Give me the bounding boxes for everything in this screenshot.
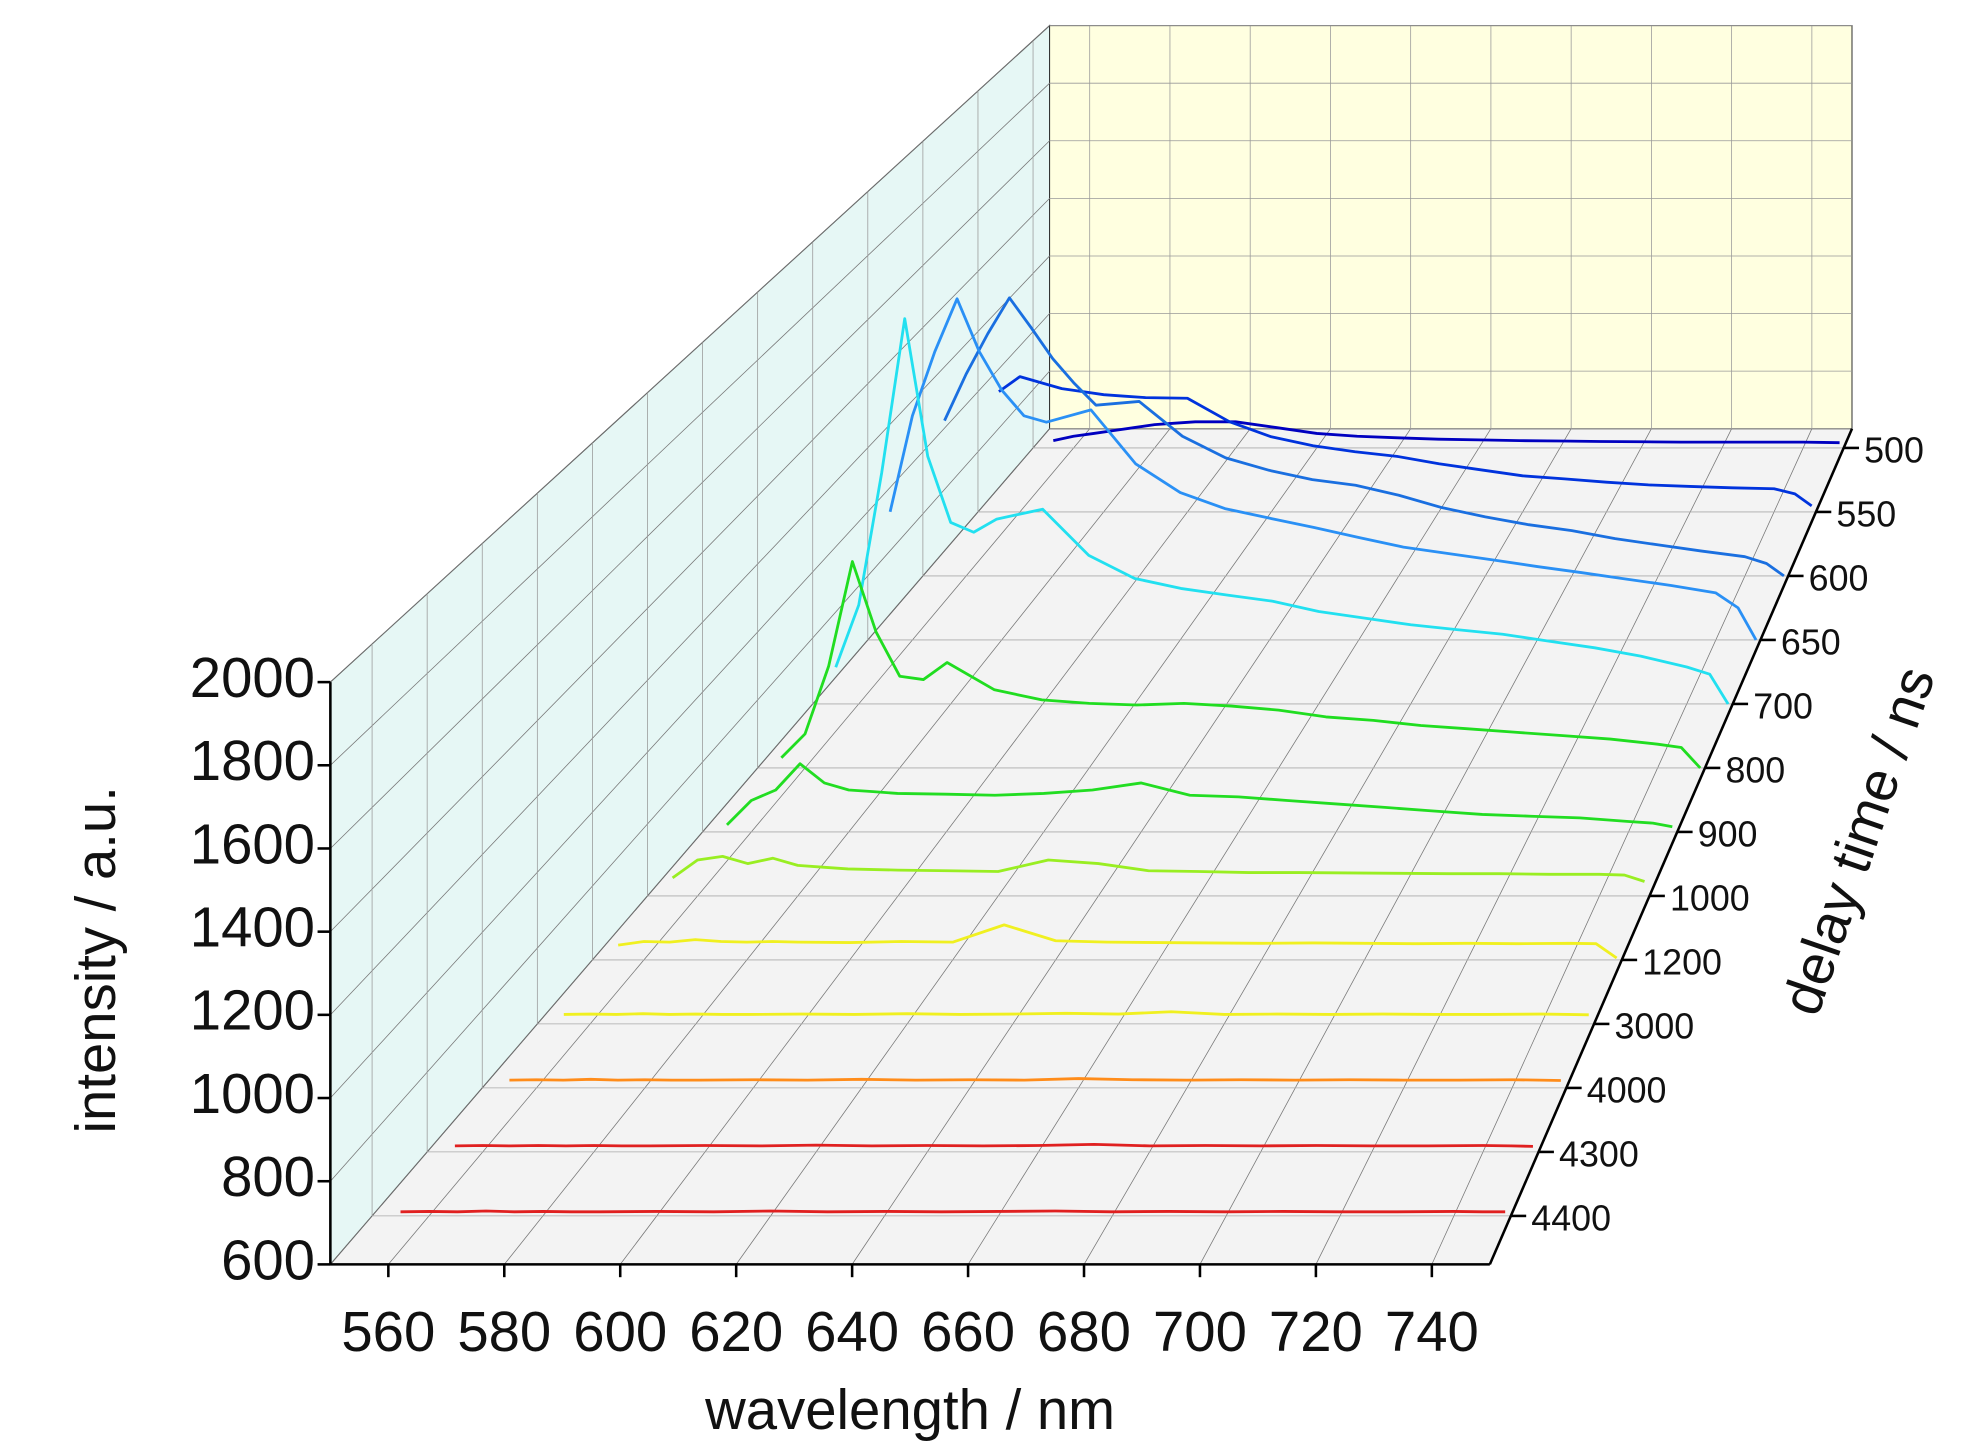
- axes: [317, 428, 1860, 1278]
- left-grid-line: [330, 370, 1050, 1182]
- floor-grid-line: [503, 428, 1171, 1265]
- left-grid-line: [330, 313, 1050, 1099]
- floor-grid-line: [388, 428, 1091, 1265]
- floor-grid-line: [851, 428, 1411, 1265]
- spectrum-line: [834, 317, 1730, 705]
- floor-grid-line: [1315, 428, 1732, 1265]
- x-tick-label: 740: [1385, 1300, 1479, 1363]
- z-tick-label: 3000: [1615, 1007, 1695, 1047]
- spectrum-line: [943, 296, 1785, 578]
- spectrum-line: [1053, 420, 1840, 445]
- z-tick-label: 500: [1864, 431, 1924, 471]
- y-tick-label: 600: [221, 1228, 315, 1291]
- floor-grid-line: [735, 428, 1331, 1265]
- z-tick-label: 700: [1753, 687, 1813, 727]
- grid: [330, 25, 1852, 1265]
- x-tick-label: 720: [1269, 1300, 1363, 1363]
- floor-grid-line: [967, 428, 1492, 1265]
- left-grid-line: [330, 25, 1050, 683]
- floor-grid-line: [1083, 428, 1572, 1265]
- series-group: [400, 296, 1840, 1214]
- z-tick-label: 4000: [1587, 1071, 1667, 1111]
- z-axis: [1488, 428, 1854, 1265]
- spectrum-line: [400, 1209, 1506, 1214]
- z-tick-label: 600: [1809, 559, 1869, 599]
- y-tick-label: 1200: [190, 979, 315, 1042]
- x-tick-label: 580: [457, 1300, 551, 1363]
- x-tick-label: 620: [689, 1300, 783, 1363]
- x-axis-title: wavelength / nm: [704, 1378, 1115, 1441]
- y-tick-label: 1400: [190, 896, 315, 959]
- y-tick-label: 800: [221, 1145, 315, 1208]
- floor-grid-line: [619, 428, 1251, 1265]
- floor-grid-line: [1431, 428, 1813, 1265]
- x-tick-label: 600: [573, 1300, 667, 1363]
- spectrum-line: [509, 1077, 1561, 1082]
- spectrum-line: [671, 855, 1645, 883]
- z-tick-label: 650: [1781, 623, 1841, 663]
- left-grid-line: [330, 140, 1050, 849]
- y-tick-label: 2000: [190, 646, 315, 709]
- z-tick-label: 1000: [1670, 879, 1750, 919]
- z-tick-label: 4300: [1559, 1135, 1639, 1175]
- y-tick-label: 1600: [190, 812, 315, 875]
- z-tick-label: 4400: [1531, 1199, 1611, 1239]
- x-tick-label: 560: [341, 1300, 435, 1363]
- spectrum-line: [563, 1010, 1589, 1017]
- y-tick-label: 1000: [190, 1062, 315, 1125]
- x-tick-label: 680: [1037, 1300, 1131, 1363]
- left-grid-line: [330, 82, 1050, 766]
- left-grid-line: [330, 428, 1050, 1265]
- left-grid-line: [330, 255, 1050, 1016]
- spectrum-line: [617, 923, 1618, 960]
- left-grid-line: [330, 198, 1050, 932]
- x-tick-label: 640: [805, 1300, 899, 1363]
- spectrum-line: [454, 1142, 1533, 1148]
- x-tick-label: 660: [921, 1300, 1015, 1363]
- spectrum-line: [725, 762, 1673, 829]
- spectrum-line: [780, 560, 1702, 769]
- y-axis-title: intensity / a.u.: [64, 786, 127, 1133]
- spectrum-line: [888, 297, 1758, 641]
- x-tick-label: 700: [1153, 1300, 1247, 1363]
- z-tick-label: 800: [1725, 751, 1785, 791]
- z-tick-label: 1200: [1642, 943, 1722, 983]
- z-tick-label: 900: [1698, 815, 1758, 855]
- floor-grid-line: [1199, 428, 1652, 1265]
- z-tick-label: 550: [1836, 495, 1896, 535]
- y-tick-label: 1800: [190, 729, 315, 792]
